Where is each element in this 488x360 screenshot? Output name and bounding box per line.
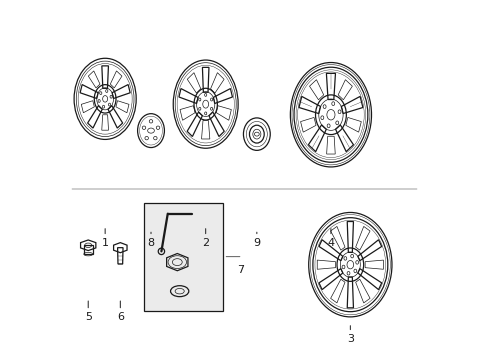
Text: 2: 2	[202, 238, 209, 248]
Text: 7: 7	[236, 265, 244, 275]
Text: 4: 4	[326, 238, 334, 248]
FancyBboxPatch shape	[143, 203, 223, 311]
Text: 1: 1	[102, 238, 108, 248]
Text: 9: 9	[253, 238, 260, 248]
Text: 6: 6	[117, 312, 123, 322]
Text: 8: 8	[147, 238, 154, 248]
Text: 3: 3	[346, 334, 353, 344]
Text: 5: 5	[84, 312, 92, 322]
